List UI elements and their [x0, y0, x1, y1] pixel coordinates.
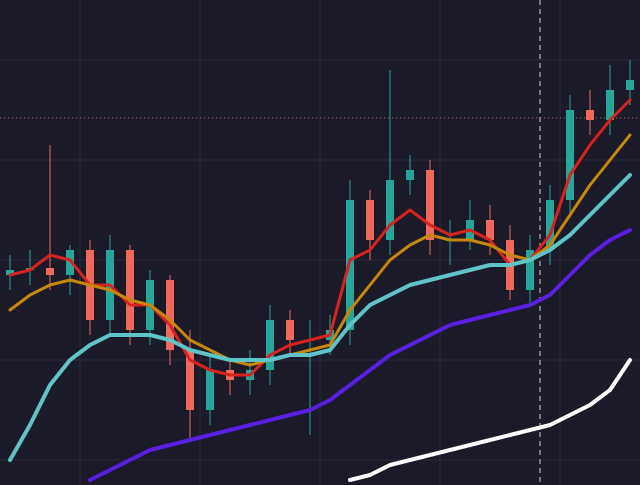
candle-body	[186, 350, 194, 410]
candle-body	[566, 110, 574, 200]
moving-average	[348, 358, 632, 482]
candle-body	[406, 170, 414, 180]
candle-body	[6, 270, 14, 275]
candle-body	[386, 180, 394, 240]
candle-body	[206, 370, 214, 410]
candle-body	[366, 200, 374, 240]
candle-body	[46, 268, 54, 275]
candle-body	[586, 110, 594, 120]
candle-body	[286, 320, 294, 340]
candle-body	[626, 80, 634, 90]
candle-body	[426, 170, 434, 240]
moving-average	[8, 173, 632, 462]
candle-body	[606, 90, 614, 120]
candle-body	[126, 250, 134, 330]
candle-body	[546, 200, 554, 250]
candle-body	[166, 280, 174, 350]
candle-body	[266, 320, 274, 370]
candle-body	[66, 250, 74, 275]
moving-average	[88, 228, 632, 482]
candle-body	[526, 250, 534, 290]
candle-body	[486, 220, 494, 240]
